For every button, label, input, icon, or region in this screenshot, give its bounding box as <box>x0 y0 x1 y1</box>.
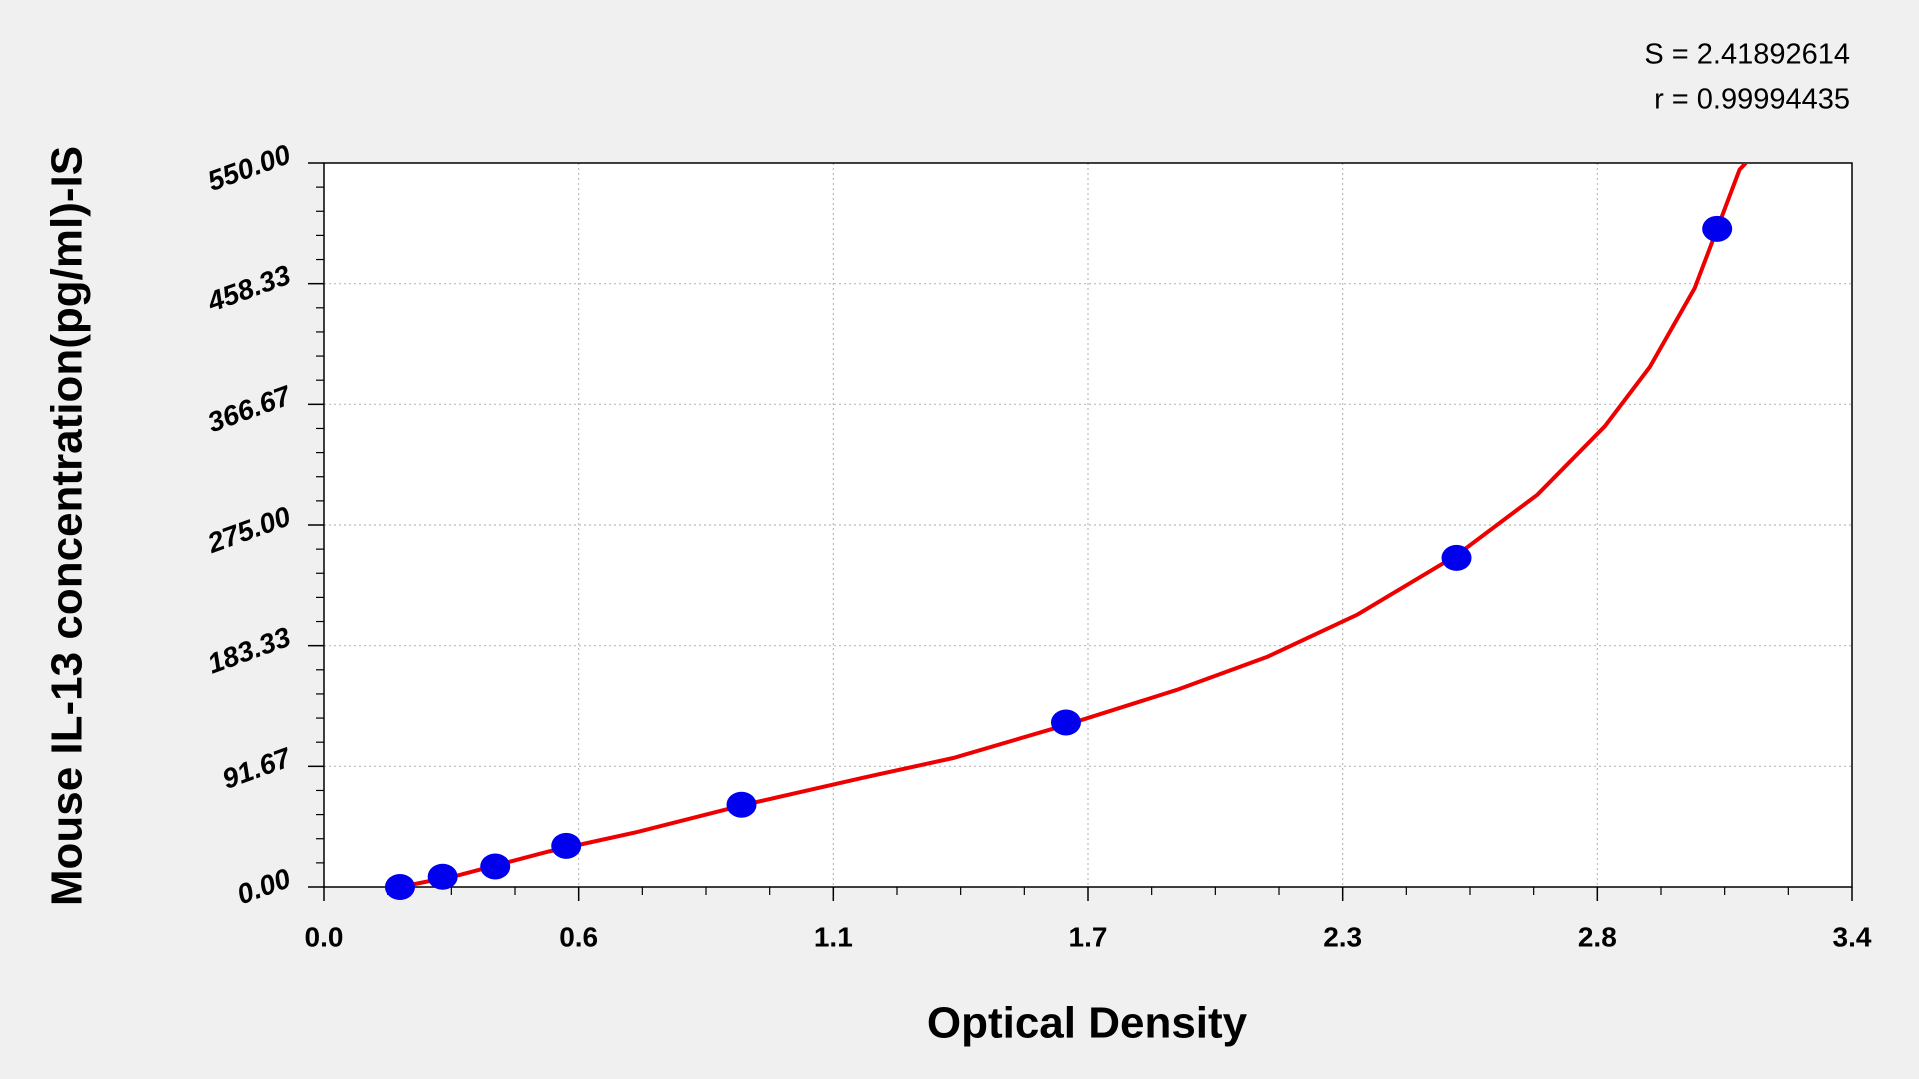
curve-clip <box>399 163 1749 887</box>
plot-border <box>323 162 1853 888</box>
y-tick-label: 0.00 <box>233 862 295 910</box>
annotation: S = 2.41892614 <box>1644 39 1850 71</box>
data-point <box>726 791 757 818</box>
data-point <box>384 874 415 900</box>
data-point <box>1050 709 1081 736</box>
x-tick-label: 1.7 <box>1069 921 1108 952</box>
y-tick-label: 183.33 <box>204 621 295 680</box>
fit-curve <box>399 163 1749 887</box>
x-axis-title: Optical Density <box>927 999 1248 1048</box>
y-tick-label: 275.00 <box>203 500 295 559</box>
x-tick-label: 3.4 <box>1833 921 1872 952</box>
data-point <box>480 853 511 880</box>
data-point <box>1441 544 1472 571</box>
data-point <box>551 832 582 859</box>
data-point <box>1702 215 1733 242</box>
y-axis-title: Mouse IL-13 concentration(pg/ml)-IS <box>43 146 92 906</box>
y-tick-label: 550.00 <box>204 138 295 197</box>
data-point <box>427 863 458 890</box>
x-tick-label: 2.3 <box>1323 921 1362 952</box>
y-tick-label: 91.67 <box>218 741 296 795</box>
x-tick-label: 0.0 <box>305 921 344 952</box>
x-tick-label: 1.1 <box>814 921 853 952</box>
annotation: r = 0.99994435 <box>1654 84 1850 116</box>
x-tick-label: 2.8 <box>1578 921 1617 952</box>
y-tick-label: 458.33 <box>203 259 295 318</box>
x-tick-label: 0.6 <box>559 921 598 952</box>
y-tick-label: 366.67 <box>204 379 296 438</box>
